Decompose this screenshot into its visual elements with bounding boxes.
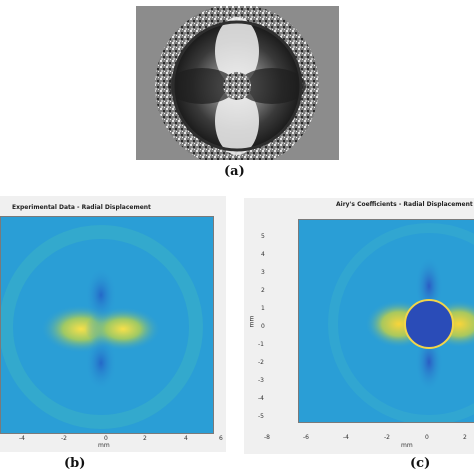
panel-b-title: Experimental Data - Radial Displacement — [12, 204, 151, 211]
panel-a-phase-map — [136, 6, 339, 160]
panel-b-field — [1, 217, 213, 433]
panel-c-ytick: 4 — [261, 251, 265, 258]
panel-c-ytick: -4 — [258, 395, 264, 402]
panel-a-label: (a) — [224, 164, 245, 179]
panel-c-ytick: 5 — [261, 233, 265, 240]
panel-c-xtick: -8 — [264, 434, 270, 441]
panel-b-xtick: -4 — [19, 435, 25, 442]
panel-b-xtick: 0 — [104, 435, 108, 442]
panel-b-xtick: -2 — [61, 435, 67, 442]
panel-c-ytick: 0 — [261, 323, 265, 330]
panel-c-ytick: -1 — [258, 341, 264, 348]
panel-b-xtick: 6 — [219, 435, 223, 442]
panel-b-xtick: 2 — [143, 435, 147, 442]
panel-c-plot — [298, 219, 474, 423]
panel-c-ytick: -2 — [258, 359, 264, 366]
panel-c-ylabel: mm — [248, 315, 256, 328]
panel-c-ytick: 2 — [261, 287, 265, 294]
panel-c-xtick: -6 — [303, 434, 309, 441]
panel-c-field — [299, 220, 474, 422]
panel-c-ytick: 1 — [261, 305, 265, 312]
panel-c-ytick: -3 — [258, 377, 264, 384]
panel-b-label: (b) — [64, 456, 86, 471]
panel-c-xtick: 2 — [463, 434, 467, 441]
panel-b-xlabel: mm — [98, 442, 110, 449]
panel-c-xtick: -4 — [343, 434, 349, 441]
panel-c-xtick: 0 — [425, 434, 429, 441]
panel-c-label: (c) — [410, 456, 431, 471]
phase-map-image — [136, 6, 339, 160]
panel-c-title: Airy's Coefficients - Radial Displacemen… — [336, 201, 473, 208]
panel-c-ytick: 3 — [261, 269, 265, 276]
panel-c-xlabel: mm — [401, 442, 413, 449]
panel-c-xtick: -2 — [384, 434, 390, 441]
panel-c-ytick: -5 — [258, 413, 264, 420]
panel-b-plot — [0, 216, 214, 434]
panel-b-xtick: 4 — [184, 435, 188, 442]
